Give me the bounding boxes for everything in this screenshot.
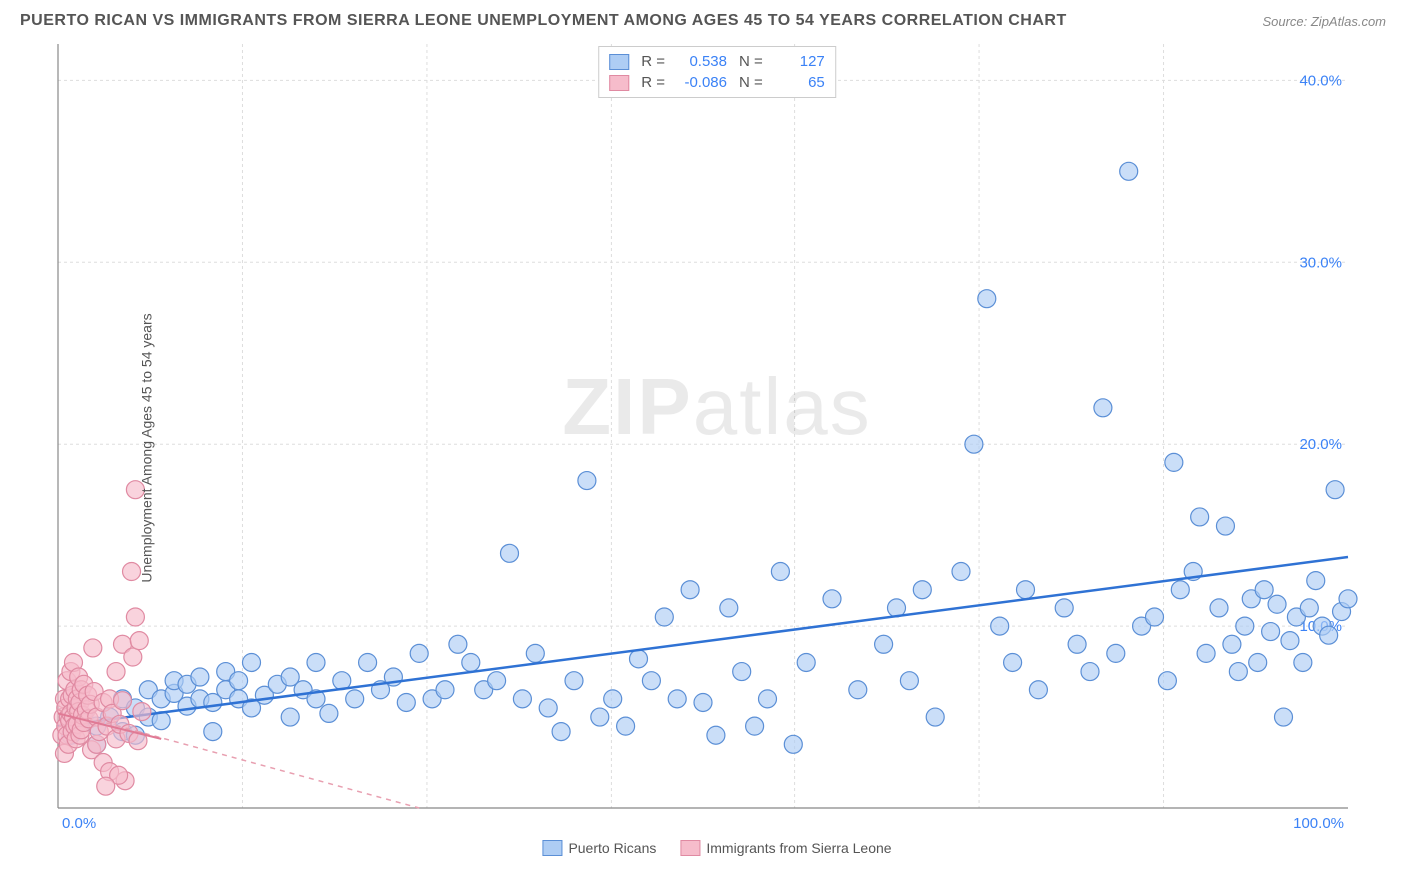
swatch-icon — [609, 75, 629, 91]
legend-label: Immigrants from Sierra Leone — [706, 840, 891, 856]
chart-source: Source: ZipAtlas.com — [1262, 14, 1386, 29]
svg-text:30.0%: 30.0% — [1299, 254, 1342, 271]
swatch-icon — [609, 54, 629, 70]
svg-text:100.0%: 100.0% — [1293, 815, 1344, 832]
n-value: 127 — [775, 53, 825, 70]
chart-legend: Puerto Ricans Immigrants from Sierra Leo… — [542, 840, 891, 856]
r-label: R = — [641, 53, 665, 70]
svg-text:40.0%: 40.0% — [1299, 72, 1342, 89]
chart-area: Unemployment Among Ages 45 to 54 years Z… — [48, 38, 1386, 858]
r-value: -0.086 — [677, 74, 727, 91]
stats-row: R = -0.086 N = 65 — [609, 72, 825, 93]
n-label: N = — [739, 53, 763, 70]
legend-label: Puerto Ricans — [568, 840, 656, 856]
n-label: N = — [739, 74, 763, 91]
r-value: 0.538 — [677, 53, 727, 70]
svg-text:20.0%: 20.0% — [1299, 436, 1342, 453]
swatch-icon — [680, 840, 700, 856]
chart-header: PUERTO RICAN VS IMMIGRANTS FROM SIERRA L… — [0, 0, 1406, 38]
swatch-icon — [542, 840, 562, 856]
y-axis-label: Unemployment Among Ages 45 to 54 years — [139, 313, 155, 582]
correlation-stats-box: R = 0.538 N = 127 R = -0.086 N = 65 — [598, 46, 836, 98]
svg-text:0.0%: 0.0% — [62, 815, 96, 832]
legend-item: Puerto Ricans — [542, 840, 656, 856]
scatter-plot: 10.0%20.0%30.0%40.0%0.0%100.0% — [48, 38, 1368, 838]
r-label: R = — [641, 74, 665, 91]
stats-row: R = 0.538 N = 127 — [609, 51, 825, 72]
legend-item: Immigrants from Sierra Leone — [680, 840, 891, 856]
chart-title: PUERTO RICAN VS IMMIGRANTS FROM SIERRA L… — [20, 12, 1067, 30]
n-value: 65 — [775, 74, 825, 91]
